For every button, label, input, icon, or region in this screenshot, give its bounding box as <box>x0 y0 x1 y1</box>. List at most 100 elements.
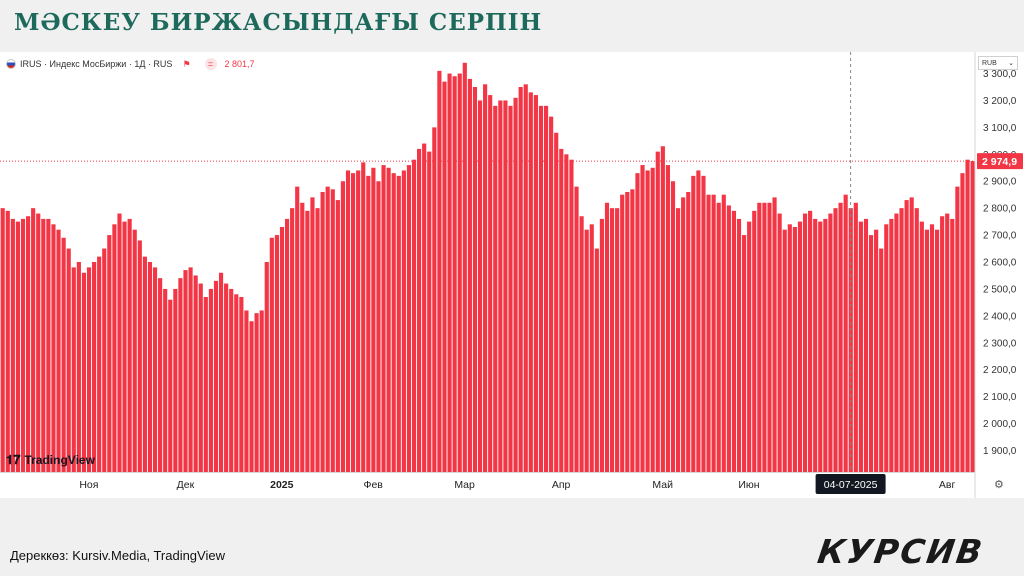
bar[interactable] <box>645 170 650 472</box>
bar[interactable] <box>584 229 589 472</box>
bar[interactable] <box>41 218 46 472</box>
bar[interactable] <box>158 278 163 472</box>
bar[interactable] <box>351 173 356 472</box>
bar[interactable] <box>863 218 869 472</box>
bar[interactable] <box>381 165 386 472</box>
bar[interactable] <box>559 148 564 473</box>
bar[interactable] <box>498 100 503 473</box>
bar[interactable] <box>716 202 721 472</box>
bar[interactable] <box>625 192 630 472</box>
bar[interactable] <box>467 78 472 473</box>
bar[interactable] <box>51 224 56 472</box>
bar[interactable] <box>330 189 335 472</box>
bar[interactable] <box>828 213 833 473</box>
bar[interactable] <box>960 173 965 472</box>
bar[interactable] <box>884 224 889 472</box>
bar[interactable] <box>66 248 71 472</box>
bar[interactable] <box>310 197 315 472</box>
bar[interactable] <box>523 84 528 472</box>
bar[interactable] <box>56 229 61 472</box>
bar[interactable] <box>102 248 107 472</box>
bar[interactable] <box>721 194 726 472</box>
bar[interactable] <box>81 272 87 472</box>
bar[interactable] <box>513 97 518 472</box>
bar[interactable] <box>249 321 254 472</box>
bar[interactable] <box>701 175 706 472</box>
bar[interactable] <box>564 154 569 472</box>
bar[interactable] <box>691 175 696 472</box>
bar[interactable] <box>650 167 655 472</box>
bar[interactable] <box>965 159 970 472</box>
bar[interactable] <box>792 227 797 472</box>
bar[interactable] <box>335 200 340 472</box>
bar[interactable] <box>589 224 594 472</box>
bar[interactable] <box>488 95 493 472</box>
bar[interactable] <box>452 76 457 473</box>
bar[interactable] <box>366 175 371 472</box>
bar[interactable] <box>919 221 924 472</box>
bar[interactable] <box>538 105 544 472</box>
bar[interactable] <box>681 197 686 472</box>
bar[interactable] <box>874 229 879 472</box>
bar-chart[interactable]: 1 900,0 2 000,0 2 100,0 2 200,0 2 300,0 2 400… <box>0 52 1024 498</box>
bar[interactable] <box>670 181 676 473</box>
bar[interactable] <box>579 216 584 472</box>
bar[interactable] <box>406 165 412 472</box>
bar[interactable] <box>188 267 193 472</box>
bar[interactable] <box>762 202 767 472</box>
bar[interactable] <box>945 213 950 473</box>
bar[interactable] <box>432 127 437 472</box>
bar[interactable] <box>386 167 391 472</box>
bar[interactable] <box>904 200 909 472</box>
bar[interactable] <box>934 229 940 472</box>
bar[interactable] <box>686 192 691 472</box>
bar[interactable] <box>284 218 290 472</box>
bar[interactable] <box>630 189 635 472</box>
bar[interactable] <box>604 202 610 472</box>
bar[interactable] <box>462 62 467 473</box>
bar[interactable] <box>213 280 219 472</box>
bar[interactable] <box>574 186 579 472</box>
bar[interactable] <box>15 221 20 472</box>
bar[interactable] <box>142 256 147 472</box>
bar[interactable] <box>163 288 168 472</box>
bar[interactable] <box>26 216 31 472</box>
bar[interactable] <box>483 84 488 472</box>
bar[interactable] <box>457 73 462 472</box>
bar[interactable] <box>137 240 142 472</box>
bar[interactable] <box>899 208 904 472</box>
bar[interactable] <box>843 194 848 472</box>
bar[interactable] <box>924 229 929 472</box>
bar[interactable] <box>361 162 366 472</box>
bar[interactable] <box>208 288 213 472</box>
gear-icon[interactable]: ⚙ <box>994 479 1004 491</box>
bar[interactable] <box>345 170 351 472</box>
bar[interactable] <box>543 105 549 472</box>
bar[interactable] <box>173 288 178 472</box>
bar[interactable] <box>752 210 757 472</box>
bar[interactable] <box>178 278 183 472</box>
bar[interactable] <box>356 170 361 472</box>
bar[interactable] <box>147 262 153 472</box>
bar[interactable] <box>122 221 127 472</box>
bar[interactable] <box>198 283 203 472</box>
bar[interactable] <box>493 105 498 472</box>
bar[interactable] <box>609 208 615 472</box>
bar[interactable] <box>808 210 813 472</box>
bar[interactable] <box>259 310 264 472</box>
bar[interactable] <box>655 151 660 472</box>
bar[interactable] <box>813 218 818 472</box>
bar[interactable] <box>320 192 325 472</box>
bar[interactable] <box>731 210 737 472</box>
bar[interactable] <box>442 81 447 473</box>
bar[interactable] <box>86 267 92 472</box>
bar[interactable] <box>0 208 5 472</box>
bar[interactable] <box>757 202 762 472</box>
bar[interactable] <box>503 100 508 473</box>
bar[interactable] <box>889 218 894 472</box>
bar[interactable] <box>660 146 665 472</box>
bar[interactable] <box>5 210 10 472</box>
bar[interactable] <box>838 202 843 472</box>
bar[interactable] <box>635 173 640 472</box>
bar[interactable] <box>193 275 198 472</box>
